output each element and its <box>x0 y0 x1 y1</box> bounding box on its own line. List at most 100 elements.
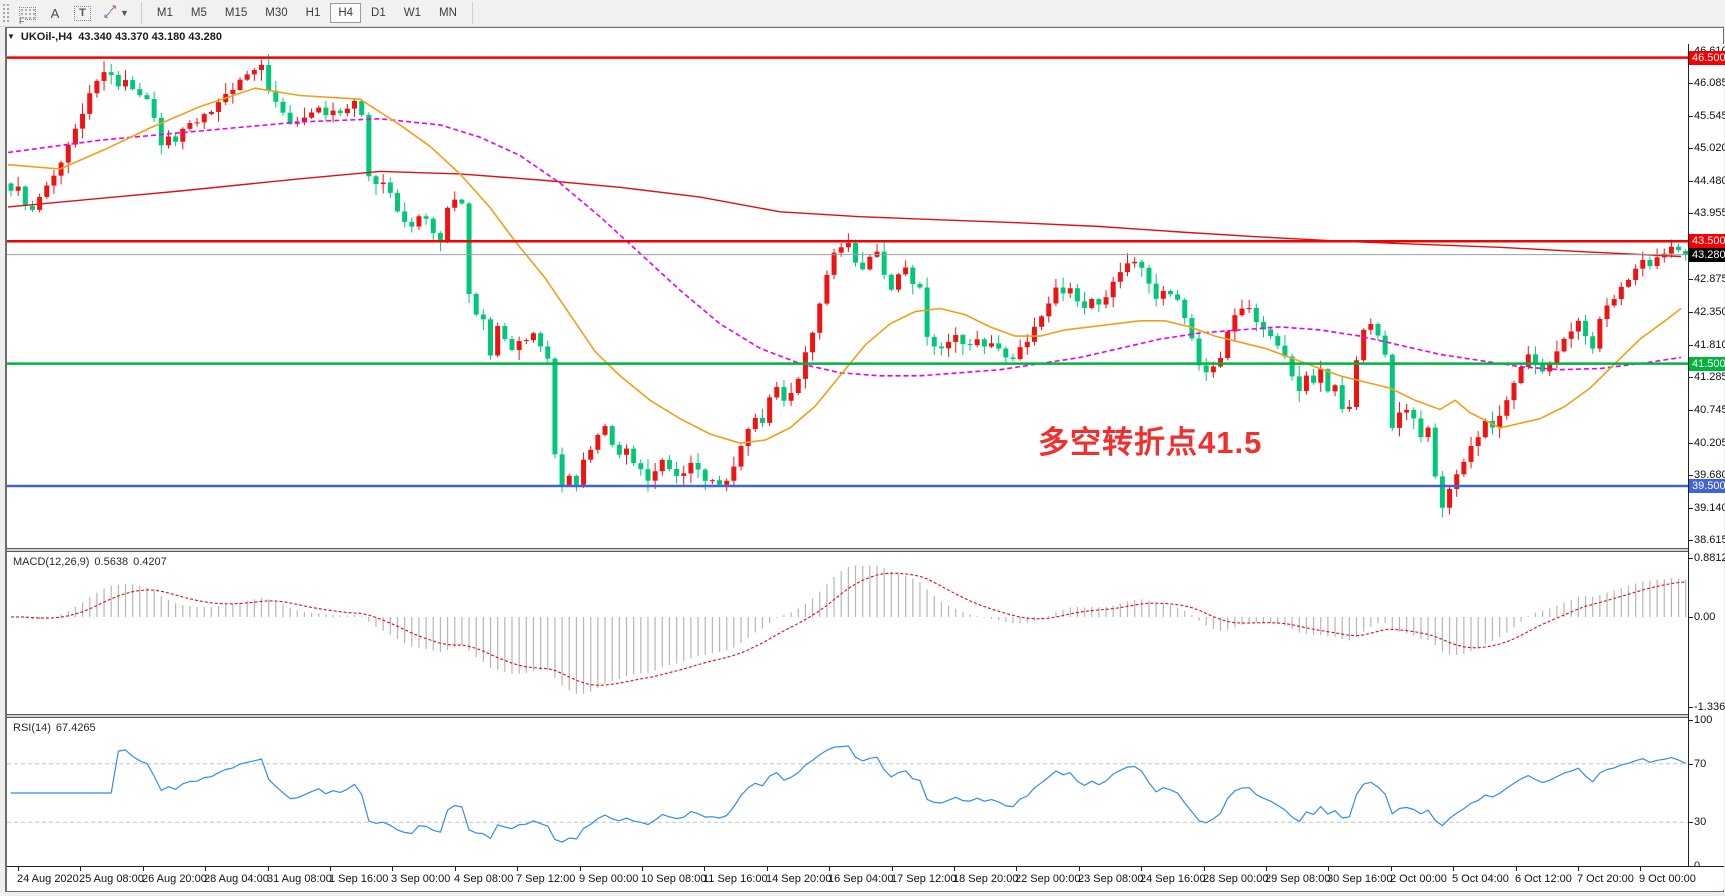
price-tick-mark <box>1689 443 1693 444</box>
time-tick-label: 7 Oct 20:00 <box>1577 873 1634 885</box>
time-tick-mark <box>392 867 393 871</box>
chart-text-annotation[interactable]: 多空转折点41.5 <box>1038 425 1263 460</box>
macd-main-value: 0.5638 <box>94 556 129 568</box>
macd-indicator-panel[interactable] <box>7 552 1688 714</box>
time-tick-label: 3 Sep 00:00 <box>391 873 451 885</box>
time-tick-mark <box>580 867 581 871</box>
chart-ohlc-values: 43.340 43.370 43.180 43.280 <box>78 30 223 43</box>
time-tick-label: 22 Sep 00:00 <box>1015 873 1081 885</box>
rsi-tick-label: 30 <box>1694 816 1707 828</box>
rsi-name: RSI(14) <box>13 722 51 734</box>
main-price-chart[interactable] <box>7 44 1688 548</box>
price-tick-mark <box>1689 345 1693 346</box>
timeframe-button-h4[interactable]: H4 <box>330 3 362 23</box>
time-tick-label: 17 Sep 12:00 <box>891 873 957 885</box>
price-tick-mark <box>1689 410 1693 411</box>
time-tick-label: 2 Oct 00:00 <box>1390 873 1447 885</box>
time-tick-label: 18 Sep 20:00 <box>953 873 1019 885</box>
time-tick-label: 29 Sep 08:00 <box>1265 873 1331 885</box>
time-tick-label: 16 Sep 04:00 <box>828 873 894 885</box>
timeframe-button-d1[interactable]: D1 <box>371 7 386 19</box>
text-label-glyph: A <box>50 5 60 21</box>
timeframe-button-h1[interactable]: H1 <box>305 7 321 19</box>
price-tick-mark <box>1689 312 1693 313</box>
panel-resize-separator[interactable] <box>7 714 1724 718</box>
time-tick-mark <box>268 867 269 871</box>
price-tick-mark <box>1689 377 1693 378</box>
macd-label: MACD(12,26,9) 0.5638 0.4207 <box>13 556 167 568</box>
panel-resize-separator[interactable] <box>7 548 1724 552</box>
macd-signal-line <box>10 572 1686 686</box>
ma-medium-magenta <box>7 118 1682 377</box>
price-tag-39.500: 39.500 <box>1689 479 1725 493</box>
time-tick-label: 9 Oct 00:00 <box>1639 873 1696 885</box>
time-tick-mark <box>1204 867 1205 871</box>
price-tick-label: 39.140 <box>1694 502 1725 514</box>
time-tick-mark <box>1266 867 1267 871</box>
chart-titlebar[interactable]: ▼ UKOil-,H4 43.340 43.370 43.180 43.280 <box>7 29 1687 44</box>
price-tick-label: 40.745 <box>1694 404 1725 416</box>
macd-name: MACD(12,26,9) <box>13 556 90 568</box>
collapse-triangle-icon[interactable]: ▼ <box>7 32 15 41</box>
time-tick-label: 6 Oct 12:00 <box>1515 873 1572 885</box>
time-tick-mark <box>455 867 456 871</box>
time-tick-mark <box>1640 867 1641 871</box>
rsi-tick-mark <box>1689 822 1693 823</box>
time-tick-label: 23 Sep 08:00 <box>1078 873 1144 885</box>
time-tick-label: 11 Sep 16:00 <box>703 873 768 885</box>
macd-tick-label: 0.00 <box>1694 611 1716 623</box>
price-tick-mark <box>1689 508 1693 509</box>
price-tag-41.500: 41.500 <box>1689 357 1725 371</box>
macd-tick-label: 0.8812 <box>1694 552 1725 564</box>
timeframe-button-m5[interactable]: M5 <box>190 7 207 19</box>
price-tag-46.500: 46.500 <box>1689 51 1725 65</box>
timeframe-button-w1[interactable]: W1 <box>403 7 421 19</box>
price-tick-label: 42.875 <box>1694 273 1725 285</box>
time-tick-mark <box>205 867 206 871</box>
text-box-icon[interactable]: T <box>69 3 96 24</box>
price-axis[interactable]: 46.61046.08545.54545.02044.48043.95543.4… <box>1688 44 1725 872</box>
time-tick-label: 4 Sep 08:00 <box>454 873 514 885</box>
rsi-indicator-panel[interactable] <box>7 718 1688 866</box>
time-tick-mark <box>642 867 643 871</box>
time-tick-label: 30 Sep 16:00 <box>1327 873 1393 885</box>
price-tick-mark <box>1689 213 1693 214</box>
timeframe-button-m30[interactable]: M30 <box>265 7 288 19</box>
price-tick-label: 40.205 <box>1694 437 1725 449</box>
text-box-glyph: T <box>74 5 91 21</box>
price-tick-label: 42.350 <box>1694 306 1725 318</box>
price-tick-label: 45.545 <box>1694 110 1725 122</box>
time-tick-label: 9 Sep 00:00 <box>579 873 639 885</box>
time-tick-label: 31 Aug 08:00 <box>267 873 332 885</box>
time-tick-mark <box>1079 867 1080 871</box>
cursor-styles-icon[interactable]: ↗ ↙ ▼ <box>98 3 134 24</box>
toolbar-drag-handle[interactable] <box>2 3 9 23</box>
macd-tick-mark <box>1689 707 1693 708</box>
horizontal-level-lines[interactable] <box>7 56 1688 488</box>
time-tick-label: 10 Sep 08:00 <box>641 873 707 885</box>
time-tick-mark <box>892 867 893 871</box>
chevron-down-icon[interactable]: ▼ <box>120 8 129 18</box>
price-tick-label: 39.680 <box>1694 469 1725 481</box>
price-tick-label: 46.085 <box>1694 77 1725 89</box>
rsi-label: RSI(14) 67.4265 <box>13 722 96 734</box>
time-tick-label: 25 Aug 08:00 <box>79 873 144 885</box>
time-axis[interactable]: 24 Aug 2020 25 Aug 08:00 26 Aug 20:00 28 Au… <box>7 866 1724 890</box>
indicator-window-icon[interactable]: F <box>14 3 41 25</box>
rsi-tick-mark <box>1689 720 1693 721</box>
price-tick-label: 43.955 <box>1694 207 1725 219</box>
time-tick-mark <box>80 867 81 871</box>
candle-bodies <box>8 64 1688 508</box>
rsi-line <box>11 745 1686 843</box>
price-tick-label: 41.285 <box>1694 371 1725 383</box>
toolbar: F A T ↗ ↙ ▼ M1 M5 M15 M30 H1 H4 D1 W1 MN <box>0 0 1725 27</box>
rsi-tick-mark <box>1689 764 1693 765</box>
timeframe-button-m15[interactable]: M15 <box>224 7 248 19</box>
timeframe-button-mn[interactable]: MN <box>439 7 457 19</box>
price-tick-label: 41.810 <box>1694 339 1725 351</box>
time-tick-label: 14 Sep 20:00 <box>766 873 832 885</box>
time-tick-label: 24 Sep 16:00 <box>1140 873 1206 885</box>
text-label-icon[interactable]: A <box>43 3 67 24</box>
time-tick-mark <box>517 867 518 871</box>
timeframe-button-m1[interactable]: M1 <box>156 7 173 19</box>
